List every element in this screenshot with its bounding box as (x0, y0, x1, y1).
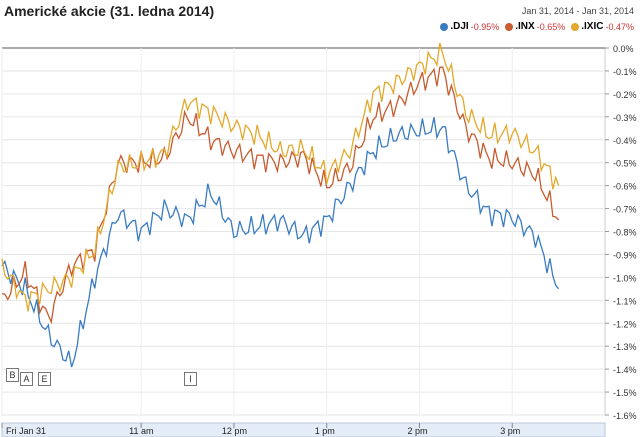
x-tick-label: Fri Jan 31 (6, 426, 46, 436)
y-tick-label: -1.4% (613, 365, 637, 375)
series-line-ixic (1, 42, 560, 312)
series-color-dot (440, 22, 449, 31)
series-line-dji (1, 117, 560, 368)
news-flag-e[interactable]: E (38, 372, 51, 386)
news-flag-i[interactable]: I (184, 372, 197, 386)
y-tick-label: -0.2% (613, 90, 637, 100)
news-flag-b[interactable]: B (6, 368, 19, 382)
y-tick-label: -0.6% (613, 182, 637, 192)
news-flag-a[interactable]: A (20, 372, 33, 386)
y-tick-label: 0.0% (613, 44, 634, 54)
y-tick-label: -0.3% (613, 113, 637, 123)
legend-item-ixic[interactable]: .IXIC -0.47% (571, 21, 634, 32)
x-tick-label: 12 pm (222, 426, 247, 436)
y-tick-label: -1.2% (613, 319, 637, 329)
date-range: Jan 31, 2014 - Jan 31, 2014 (521, 6, 634, 16)
legend-change: -0.95% (470, 21, 500, 32)
y-tick-label: -0.5% (613, 159, 637, 169)
legend-item-dji[interactable]: .DJI -0.95% (440, 21, 499, 32)
legend-name: .IXIC (581, 21, 604, 32)
series-color-dot (505, 22, 514, 31)
y-tick-label: -1.3% (613, 342, 637, 352)
y-tick-label: -1.5% (613, 388, 637, 398)
legend-name: .INX (515, 21, 535, 32)
y-tick-label: -0.1% (613, 67, 637, 77)
y-tick-label: -1.1% (613, 296, 637, 306)
legend-change: -0.65% (536, 21, 566, 32)
series-line-inx (1, 66, 560, 325)
x-axis-band (1, 422, 606, 437)
y-tick-label: -0.7% (613, 205, 637, 215)
legend-change: -0.47% (605, 21, 634, 32)
x-tick-label: 11 am (129, 426, 153, 436)
y-tick-label: -0.4% (613, 136, 637, 146)
page-title: Americké akcie (31. ledna 2014) (4, 3, 215, 19)
y-tick-label: -0.9% (613, 250, 637, 260)
x-tick-label: 2 pm (407, 426, 427, 436)
series-color-dot (571, 22, 580, 31)
legend-name: .DJI (450, 21, 469, 32)
legend-item-inx[interactable]: .INX -0.65% (505, 21, 565, 32)
y-tick-label: -1.0% (613, 273, 637, 283)
x-tick-label: 3 pm (500, 426, 520, 436)
y-tick-label: -0.8% (613, 228, 637, 238)
x-tick-label: 1 pm (315, 426, 335, 436)
legend: .DJI -0.95% .INX -0.65% .IXIC -0.47% (440, 21, 634, 32)
y-tick-label: -1.6% (613, 411, 637, 421)
